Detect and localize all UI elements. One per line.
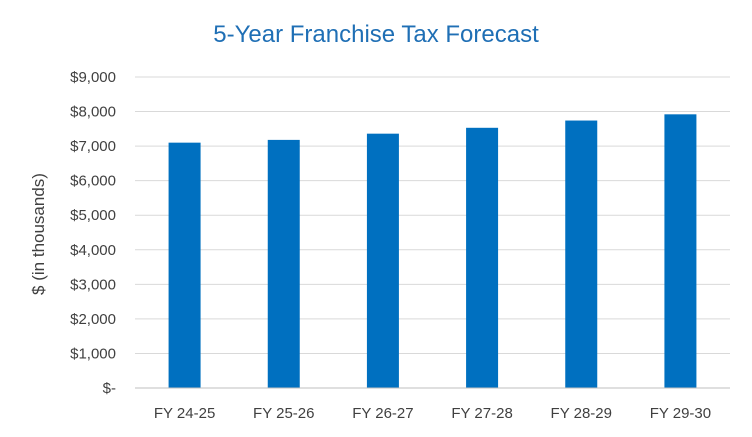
y-tick-label: $6,000 <box>70 173 116 190</box>
y-tick-label: $5,000 <box>70 207 116 224</box>
x-axis-ticks: FY 24-25 FY 25-26 FY 26-27 FY 27-28 FY 28-29… <box>154 405 711 422</box>
x-tick-label: FY 24-25 <box>154 405 215 422</box>
y-axis-label: $ (in thousands) <box>29 173 48 295</box>
y-tick-label: $8,000 <box>70 104 116 121</box>
bar <box>168 142 201 388</box>
x-tick-label: FY 28-29 <box>551 405 612 422</box>
x-tick-label: FY 26-27 <box>352 405 413 422</box>
x-tick-label: FY 25-26 <box>253 405 314 422</box>
bar <box>267 139 300 388</box>
bar <box>466 127 499 389</box>
x-tick-label: FY 27-28 <box>451 405 512 422</box>
y-tick-label: $- <box>103 380 116 397</box>
y-tick-label: $4,000 <box>70 242 116 259</box>
y-tick-label: $3,000 <box>70 276 116 293</box>
chart-title: 5-Year Franchise Tax Forecast <box>213 21 539 48</box>
bars <box>168 114 697 389</box>
gridlines <box>135 76 730 354</box>
bar <box>366 133 399 388</box>
y-tick-label: $7,000 <box>70 138 116 155</box>
y-tick-label: $9,000 <box>70 69 116 86</box>
y-tick-label: $1,000 <box>70 345 116 362</box>
bar <box>565 120 598 388</box>
y-axis-ticks: $- $1,000 $2,000 $3,000 $4,000 $5,000 $6,000 $7… <box>70 69 116 397</box>
y-tick-label: $2,000 <box>70 311 116 328</box>
bar <box>664 114 697 388</box>
x-tick-label: FY 29-30 <box>650 405 711 422</box>
